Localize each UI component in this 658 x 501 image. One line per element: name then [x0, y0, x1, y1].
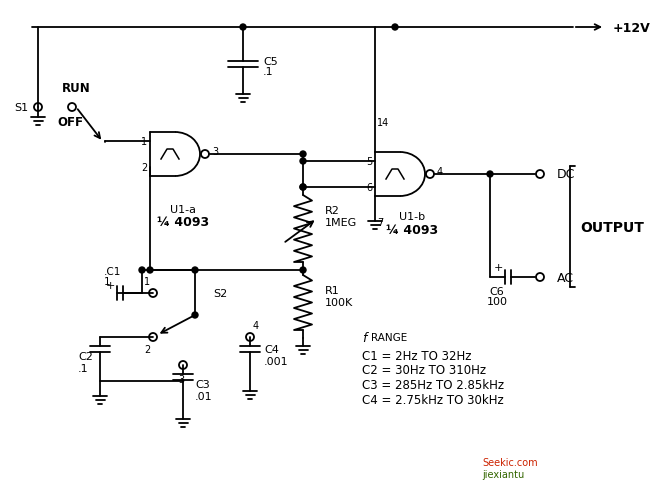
Text: C2 = 30Hz TO 310Hz: C2 = 30Hz TO 310Hz — [362, 364, 486, 377]
Text: +: + — [105, 281, 114, 291]
Text: C3: C3 — [195, 379, 210, 389]
Text: +12V: +12V — [613, 22, 651, 35]
Text: DC: DC — [557, 168, 575, 181]
Text: .C1: .C1 — [104, 267, 121, 277]
Text: 1: 1 — [144, 277, 150, 287]
Text: U1-a: U1-a — [170, 204, 196, 214]
Text: OFF: OFF — [57, 115, 83, 128]
Text: RANGE: RANGE — [371, 332, 407, 342]
Text: C2: C2 — [78, 351, 93, 361]
Circle shape — [300, 159, 306, 165]
Circle shape — [139, 268, 145, 274]
Text: .1: .1 — [78, 363, 89, 373]
Text: f: f — [362, 331, 367, 344]
Text: 5: 5 — [366, 157, 372, 167]
Circle shape — [392, 25, 398, 31]
Text: R2: R2 — [325, 205, 340, 215]
Text: 4: 4 — [437, 167, 443, 177]
Text: 1: 1 — [104, 277, 111, 287]
Text: .001: .001 — [264, 356, 289, 366]
Circle shape — [192, 268, 198, 274]
Circle shape — [300, 185, 306, 190]
Circle shape — [300, 268, 306, 274]
Text: jiexiantu: jiexiantu — [482, 469, 524, 479]
Text: S2: S2 — [213, 289, 227, 299]
Text: OUTPUT: OUTPUT — [580, 220, 644, 234]
Text: 100: 100 — [486, 297, 507, 307]
Text: ¼ 4093: ¼ 4093 — [157, 216, 209, 229]
Text: ¼ 4093: ¼ 4093 — [386, 223, 438, 236]
Text: R1: R1 — [325, 286, 340, 296]
Text: Seekic.com: Seekic.com — [482, 457, 538, 467]
Text: 2: 2 — [141, 163, 147, 173]
Text: C5: C5 — [263, 57, 278, 67]
Text: C3 = 285Hz TO 2.85kHz: C3 = 285Hz TO 2.85kHz — [362, 379, 504, 392]
Text: RUN: RUN — [62, 81, 91, 94]
Text: .01: .01 — [195, 391, 213, 401]
Circle shape — [300, 152, 306, 158]
Text: 2: 2 — [144, 344, 150, 354]
Text: 1MEG: 1MEG — [325, 217, 357, 227]
Circle shape — [487, 172, 493, 178]
Text: 7: 7 — [377, 217, 383, 227]
Text: C4 = 2.75kHz TO 30kHz: C4 = 2.75kHz TO 30kHz — [362, 394, 504, 407]
Circle shape — [300, 185, 306, 190]
Text: 4: 4 — [253, 320, 259, 330]
Circle shape — [192, 313, 198, 318]
Text: AC: AC — [557, 271, 574, 284]
Text: 14: 14 — [377, 118, 390, 128]
Text: S1: S1 — [14, 103, 28, 113]
Text: 6: 6 — [366, 183, 372, 192]
Text: 3: 3 — [212, 147, 218, 157]
Text: 100K: 100K — [325, 298, 353, 308]
Text: U1-b: U1-b — [399, 211, 425, 221]
Text: C6: C6 — [490, 287, 505, 297]
Circle shape — [240, 25, 246, 31]
Text: .1: .1 — [263, 67, 274, 77]
Text: C4: C4 — [264, 344, 279, 354]
Text: 3: 3 — [178, 374, 184, 384]
Circle shape — [147, 268, 153, 274]
Text: C1 = 2Hz TO 32Hz: C1 = 2Hz TO 32Hz — [362, 349, 472, 362]
Text: 1: 1 — [141, 137, 147, 147]
Text: +: + — [494, 263, 503, 273]
